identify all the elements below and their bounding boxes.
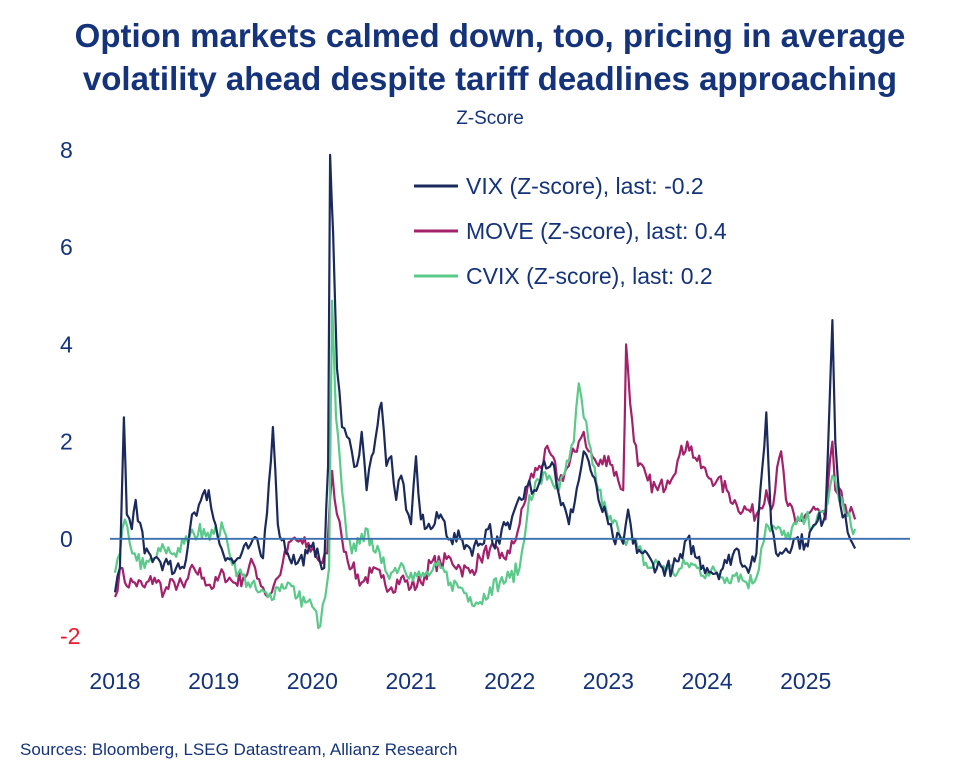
y-tick-label: 0 [60,526,73,552]
chart-title-line-1: Option markets calmed down, too, pricing… [74,17,906,54]
x-tick-label: 2018 [89,668,140,694]
y-tick-label: 2 [60,429,73,455]
x-tick-label: 2022 [484,668,535,694]
legend-label: VIX (Z-score), last: -0.2 [466,173,704,199]
x-tick-label: 2021 [385,668,436,694]
legend-label: MOVE (Z-score), last: 0.4 [466,218,727,244]
legend: VIX (Z-score), last: -0.2 MOVE (Z-score),… [414,173,727,289]
x-tick-label: 2023 [583,668,634,694]
x-tick-label: 2020 [287,668,338,694]
y-tick-label: 4 [60,331,73,357]
series-line [113,343,857,599]
y-axis-label: Z-Score [456,108,524,129]
x-tick-label: 2025 [780,668,831,694]
x-axis-ticks: 2018 2019 2020 2021 2022 2023 2024 2025 [89,668,831,694]
series-line [113,153,857,593]
y-tick-label: -2 [60,623,80,649]
y-tick-label: 6 [60,234,73,260]
x-tick-label: 2024 [681,668,732,694]
source-note: Sources: Bloomberg, LSEG Datastream, All… [20,740,458,759]
series-lines [113,153,857,630]
chart-title: Option markets calmed down, too, pricing… [0,14,980,100]
chart-title-line-2: volatility ahead despite tariff deadline… [82,60,898,97]
y-tick-label: 8 [60,137,73,163]
series-line [113,299,857,630]
x-tick-label: 2019 [188,668,239,694]
y-axis-ticks: -2 0 2 4 6 8 [60,137,80,649]
legend-label: CVIX (Z-score), last: 0.2 [466,263,713,289]
